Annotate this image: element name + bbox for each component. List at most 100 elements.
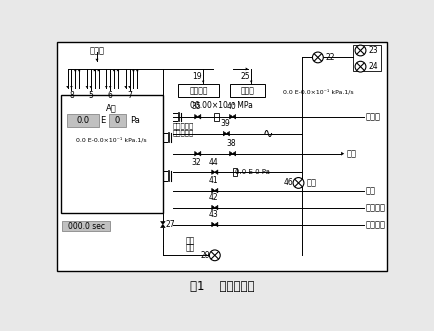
Text: 6: 6 bbox=[108, 91, 112, 100]
Bar bbox=[56, 42, 386, 271]
Polygon shape bbox=[214, 170, 217, 174]
Text: 0.0 E-0.0×10⁻¹ kPa.1/s: 0.0 E-0.0×10⁻¹ kPa.1/s bbox=[76, 137, 147, 143]
Circle shape bbox=[312, 52, 322, 63]
Polygon shape bbox=[214, 205, 217, 210]
Polygon shape bbox=[211, 223, 214, 226]
Polygon shape bbox=[124, 86, 127, 88]
Text: 19: 19 bbox=[191, 72, 201, 81]
Polygon shape bbox=[89, 86, 92, 88]
Polygon shape bbox=[214, 222, 217, 227]
Polygon shape bbox=[233, 116, 235, 118]
Text: 放气: 放气 bbox=[346, 149, 356, 158]
Polygon shape bbox=[215, 189, 217, 192]
Text: 46: 46 bbox=[283, 178, 293, 187]
Text: 0.0 E-0.0×10⁻¹ kPa.1/s: 0.0 E-0.0×10⁻¹ kPa.1/s bbox=[282, 89, 352, 95]
Polygon shape bbox=[226, 131, 229, 136]
Polygon shape bbox=[232, 115, 235, 119]
Polygon shape bbox=[95, 59, 99, 61]
Text: 0: 0 bbox=[114, 116, 119, 125]
Polygon shape bbox=[112, 69, 115, 71]
Text: 29: 29 bbox=[200, 251, 210, 260]
Polygon shape bbox=[108, 86, 111, 88]
Text: 充氮、抽空: 充氮、抽空 bbox=[173, 123, 194, 129]
Text: 检漏仪: 检漏仪 bbox=[240, 86, 254, 95]
Text: 35: 35 bbox=[191, 102, 201, 111]
Text: 32: 32 bbox=[191, 158, 201, 167]
Text: 抽空: 抽空 bbox=[185, 244, 194, 253]
Polygon shape bbox=[211, 205, 214, 210]
Polygon shape bbox=[160, 224, 165, 228]
Circle shape bbox=[209, 250, 220, 261]
Text: 27: 27 bbox=[166, 220, 175, 229]
Polygon shape bbox=[136, 69, 138, 71]
Polygon shape bbox=[201, 81, 204, 83]
Text: 22: 22 bbox=[325, 53, 334, 62]
Polygon shape bbox=[205, 254, 207, 257]
Polygon shape bbox=[66, 86, 69, 88]
Polygon shape bbox=[232, 151, 235, 156]
Text: 38: 38 bbox=[226, 139, 235, 148]
Text: 图1    整体系统图: 图1 整体系统图 bbox=[190, 280, 254, 293]
Text: ∿: ∿ bbox=[262, 128, 272, 141]
Polygon shape bbox=[229, 152, 231, 155]
Polygon shape bbox=[211, 170, 214, 174]
Text: 25: 25 bbox=[240, 72, 249, 81]
Text: 抽空: 抽空 bbox=[306, 178, 316, 187]
Polygon shape bbox=[223, 132, 225, 135]
Text: 41: 41 bbox=[208, 176, 217, 185]
Polygon shape bbox=[105, 86, 107, 88]
Text: 充氮、回收: 充氮、回收 bbox=[173, 130, 194, 136]
Polygon shape bbox=[160, 221, 165, 224]
Polygon shape bbox=[245, 68, 247, 71]
Polygon shape bbox=[227, 132, 229, 135]
Polygon shape bbox=[116, 69, 119, 71]
Text: 39: 39 bbox=[220, 119, 229, 128]
Polygon shape bbox=[214, 188, 217, 193]
Text: Pa: Pa bbox=[130, 116, 140, 125]
Text: 5: 5 bbox=[88, 91, 93, 100]
Polygon shape bbox=[97, 69, 100, 71]
Text: 接头: 接头 bbox=[185, 237, 194, 246]
Circle shape bbox=[354, 61, 365, 72]
Polygon shape bbox=[197, 151, 201, 156]
Polygon shape bbox=[198, 116, 201, 118]
Polygon shape bbox=[215, 171, 217, 173]
Text: 24: 24 bbox=[368, 62, 377, 71]
Text: 000.0 sec: 000.0 sec bbox=[68, 221, 105, 231]
Polygon shape bbox=[249, 81, 252, 83]
Polygon shape bbox=[233, 152, 235, 155]
Polygon shape bbox=[93, 69, 96, 71]
Text: 0.0 E 0 Pa: 0.0 E 0 Pa bbox=[234, 169, 269, 175]
Polygon shape bbox=[161, 225, 164, 228]
Polygon shape bbox=[85, 86, 88, 88]
Text: 高压回收: 高压回收 bbox=[365, 203, 385, 212]
Polygon shape bbox=[132, 69, 135, 71]
Polygon shape bbox=[211, 171, 214, 173]
Text: 42: 42 bbox=[208, 193, 217, 202]
Polygon shape bbox=[194, 151, 197, 156]
Text: 高压气: 高压气 bbox=[365, 112, 380, 121]
Polygon shape bbox=[340, 152, 343, 156]
Bar bbox=[229, 84, 265, 97]
Text: 充氮: 充氮 bbox=[365, 186, 375, 195]
Circle shape bbox=[354, 45, 365, 56]
Polygon shape bbox=[211, 222, 214, 227]
Text: 0.0: 0.0 bbox=[76, 116, 89, 125]
Polygon shape bbox=[229, 116, 231, 118]
Polygon shape bbox=[229, 151, 232, 156]
Text: 23: 23 bbox=[368, 46, 377, 55]
Circle shape bbox=[293, 177, 303, 188]
Bar bbox=[178, 84, 218, 97]
Polygon shape bbox=[211, 188, 214, 193]
Polygon shape bbox=[128, 86, 131, 88]
Polygon shape bbox=[197, 115, 201, 119]
Polygon shape bbox=[194, 115, 197, 119]
Polygon shape bbox=[211, 206, 214, 209]
Polygon shape bbox=[215, 223, 217, 226]
Polygon shape bbox=[74, 69, 76, 71]
Polygon shape bbox=[223, 131, 226, 136]
Bar bbox=[232, 168, 237, 176]
Bar bbox=[60, 95, 162, 213]
Bar bbox=[67, 115, 99, 127]
Polygon shape bbox=[215, 206, 217, 209]
